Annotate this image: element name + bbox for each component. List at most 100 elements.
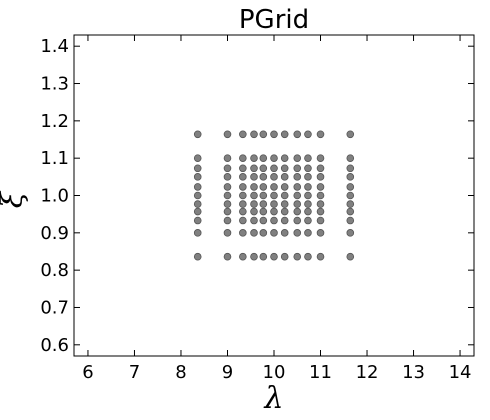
data-point: [304, 216, 312, 225]
data-point: [293, 200, 302, 208]
data-point: [223, 183, 232, 191]
data-point: [270, 229, 278, 237]
data-point: [293, 229, 302, 237]
data-point: [280, 252, 289, 261]
data-point: [223, 252, 232, 261]
data-point: [346, 173, 355, 181]
data-point: [193, 173, 202, 181]
data-point: [304, 191, 312, 200]
data-point: [259, 207, 268, 216]
data-point: [280, 200, 289, 208]
data-point: [259, 229, 268, 237]
data-point: [293, 173, 302, 181]
x-tick-label: 7: [129, 362, 140, 383]
data-point: [304, 200, 312, 208]
data-point: [250, 164, 258, 173]
data-point: [270, 216, 278, 225]
x-tick-label: 13: [402, 362, 425, 383]
data-point: [293, 164, 302, 173]
x-tick-label: 8: [175, 362, 186, 383]
data-point: [316, 216, 325, 225]
data-point: [280, 173, 289, 181]
data-point: [304, 154, 312, 162]
data-point: [346, 207, 355, 216]
x-tick-label: 12: [356, 362, 379, 383]
data-point: [316, 229, 325, 237]
data-point: [270, 252, 278, 261]
data-point: [346, 154, 355, 162]
data-point: [346, 183, 355, 191]
data-point: [316, 130, 325, 139]
x-axis: 6 7 8 9 10 11 12 13 14: [82, 35, 471, 383]
data-point: [304, 229, 312, 237]
data-point: [239, 207, 247, 216]
data-point: [250, 191, 258, 200]
data-point: [223, 200, 232, 208]
data-point: [193, 229, 202, 237]
data-point: [270, 200, 278, 208]
y-tick-label: 0.8: [40, 260, 69, 281]
data-point: [223, 229, 232, 237]
data-point: [270, 191, 278, 200]
data-point: [259, 191, 268, 200]
data-point: [250, 207, 258, 216]
data-point: [250, 183, 258, 191]
data-point: [304, 252, 312, 261]
data-point: [193, 164, 202, 173]
data-point: [250, 154, 258, 162]
data-point: [259, 252, 268, 261]
data-point: [304, 164, 312, 173]
data-point: [193, 200, 202, 208]
data-point: [293, 130, 302, 139]
chart-title: PGrid: [239, 5, 309, 35]
data-point: [293, 183, 302, 191]
data-point: [280, 183, 289, 191]
data-point: [280, 216, 289, 225]
data-point: [259, 164, 268, 173]
data-point: [280, 130, 289, 139]
y-tick-label: 0.6: [40, 335, 69, 356]
data-point: [239, 200, 247, 208]
y-tick-label: 0.7: [40, 297, 69, 318]
data-point: [280, 164, 289, 173]
data-point: [293, 252, 302, 261]
scatter-points: [193, 130, 355, 261]
data-point: [223, 191, 232, 200]
data-point: [250, 229, 258, 237]
data-point: [223, 164, 232, 173]
data-point: [316, 164, 325, 173]
data-point: [239, 164, 247, 173]
data-point: [346, 164, 355, 173]
data-point: [293, 191, 302, 200]
data-point: [259, 173, 268, 181]
data-point: [259, 130, 268, 139]
y-axis-label: ξ: [0, 190, 30, 208]
data-point: [270, 164, 278, 173]
data-point: [239, 154, 247, 162]
y-tick-label: 1.0: [40, 186, 69, 207]
data-point: [270, 207, 278, 216]
data-point: [280, 191, 289, 200]
data-point: [304, 173, 312, 181]
data-point: [270, 183, 278, 191]
data-point: [316, 191, 325, 200]
y-axis: 0.6 0.7 0.8 0.9 1.0 1.1 1.2 1.3 1.4: [40, 36, 474, 356]
y-tick-label: 1.3: [40, 74, 69, 95]
data-point: [293, 154, 302, 162]
y-tick-label: 1.2: [40, 111, 69, 132]
data-point: [346, 216, 355, 225]
x-tick-label: 9: [222, 362, 233, 383]
data-point: [239, 216, 247, 225]
data-point: [193, 154, 202, 162]
data-point: [316, 154, 325, 162]
data-point: [250, 200, 258, 208]
data-point: [250, 173, 258, 181]
data-point: [346, 191, 355, 200]
data-point: [193, 216, 202, 225]
data-point: [259, 154, 268, 162]
data-point: [259, 216, 268, 225]
data-point: [316, 173, 325, 181]
data-point: [280, 154, 289, 162]
x-tick-label: 14: [449, 362, 472, 383]
data-point: [304, 207, 312, 216]
